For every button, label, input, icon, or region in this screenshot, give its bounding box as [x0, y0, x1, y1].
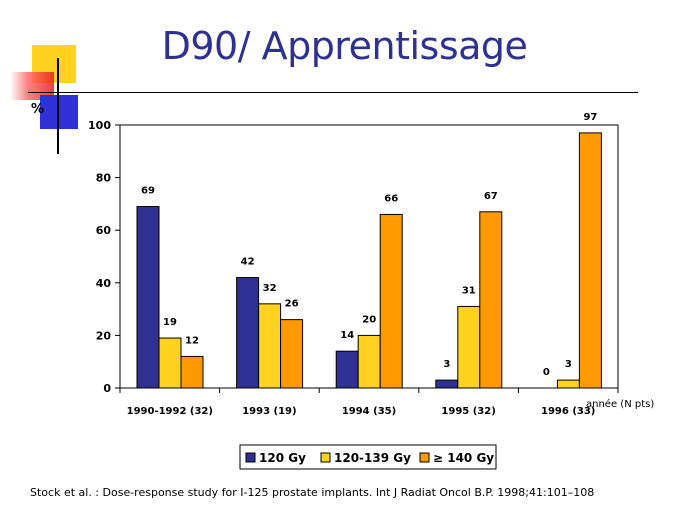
data-label: 66 [384, 193, 398, 204]
data-label: 97 [583, 112, 597, 123]
bar [435, 379, 459, 389]
slide-title: D90/ Apprentissage [161, 24, 528, 68]
x-tick-label: 1995 (32) [441, 406, 495, 417]
bar [379, 213, 403, 389]
data-label: 20 [362, 314, 376, 325]
data-label: 31 [462, 285, 476, 296]
data-label: 26 [285, 299, 299, 310]
legend-swatch [320, 452, 331, 463]
data-label: 3 [565, 359, 572, 370]
bar [258, 303, 282, 389]
deco-blue-square [40, 95, 78, 129]
bar [335, 350, 359, 389]
bar [158, 337, 182, 389]
legend-swatch [245, 452, 256, 463]
bar [578, 132, 602, 389]
x-tick-label: 1993 (19) [242, 406, 296, 417]
bar [556, 379, 580, 389]
y-tick-label: 0 [103, 382, 111, 395]
x-tick-label: 1994 (35) [342, 406, 396, 417]
deco-horizontal-line [28, 92, 638, 93]
legend-label: ≥ 140 Gy [433, 451, 494, 465]
bar [136, 206, 160, 389]
legend-swatch [419, 452, 430, 463]
bar [280, 319, 304, 389]
data-label: 42 [241, 257, 255, 268]
y-tick-label: 80 [96, 172, 112, 185]
legend-box [239, 444, 497, 470]
citation: Stock et al. : Dose-response study for I… [30, 486, 595, 499]
x-axis-label: année (N pts) [586, 398, 654, 410]
data-label: 19 [163, 317, 177, 328]
data-label: 32 [263, 283, 277, 294]
data-label: 3 [443, 359, 450, 370]
y-tick-label: 20 [96, 329, 112, 342]
bar [357, 334, 381, 389]
data-label: 12 [185, 335, 199, 346]
y-tick-label: 40 [96, 277, 112, 290]
bar [236, 277, 260, 389]
data-label: 69 [141, 186, 155, 197]
x-tick-label: 1996 (33) [541, 406, 595, 417]
bar [180, 355, 204, 389]
bar [479, 211, 503, 389]
legend-label: 120-139 Gy [334, 451, 411, 465]
deco-vertical-line [57, 58, 59, 154]
bar [457, 305, 481, 389]
data-label: 67 [484, 191, 498, 202]
y-tick-label: 100 [88, 119, 111, 132]
y-axis-label: % [31, 102, 44, 117]
y-tick-label: 60 [96, 224, 112, 237]
data-label: 0 [543, 367, 550, 378]
data-label: 14 [340, 330, 354, 341]
legend-label: 120 Gy [259, 451, 306, 465]
x-tick-label: 1990-1992 (32) [127, 406, 213, 417]
